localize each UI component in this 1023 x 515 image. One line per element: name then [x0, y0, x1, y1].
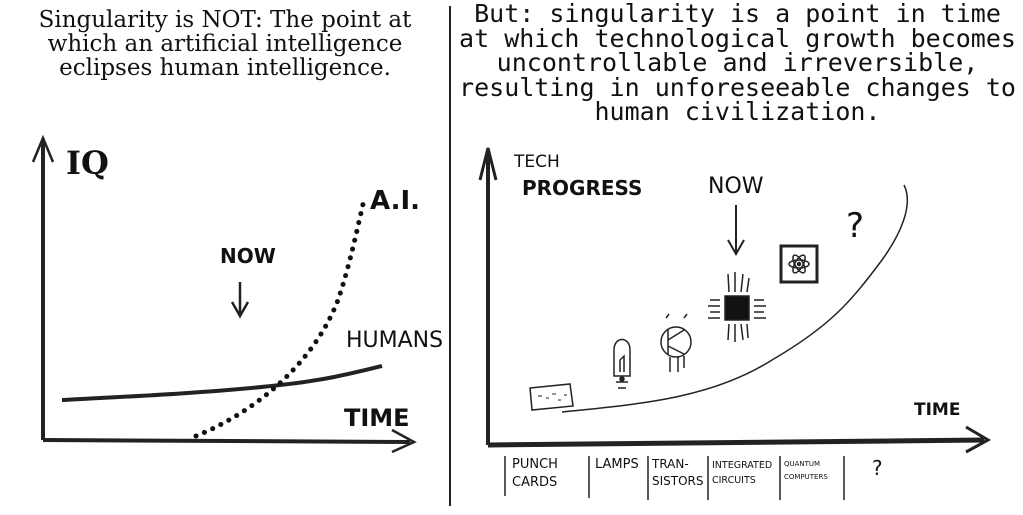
left-x-label: TIME	[344, 404, 410, 432]
lamp-icon	[613, 338, 631, 389]
humans-label: HUMANS	[346, 328, 444, 353]
humans-curve	[61, 364, 383, 402]
transistor-icon	[660, 313, 692, 372]
right-panel: But: singularity is a point in time at w…	[452, 0, 1023, 515]
right-caption: But: singularity is a point in time at w…	[459, 0, 1016, 126]
right-x-arrow	[965, 425, 992, 454]
right-now-label: NOW	[708, 174, 764, 199]
question-icon: ?	[846, 206, 865, 246]
left-x-axis	[42, 438, 411, 444]
right-chart	[478, 147, 992, 500]
left-caption: Singularity is NOT: The point at which a…	[38, 7, 412, 82]
left-now-label: NOW	[220, 244, 276, 268]
right-y-arrow	[478, 147, 498, 181]
era-label-unknown: ?	[872, 456, 883, 480]
era-label-lamps: LAMPS	[595, 457, 639, 472]
left-x-arrow	[391, 428, 417, 454]
ai-curve	[193, 197, 367, 439]
era-label-punch-cards: PUNCH CARDS	[512, 457, 558, 490]
progress-curve	[561, 184, 909, 413]
left-y-arrow	[31, 134, 55, 163]
era-label-quantum-computers: QUANTUM COMPUTERS	[784, 460, 828, 481]
left-panel: Singularity is NOT: The point at which a…	[0, 0, 450, 515]
left-now-arrow	[230, 282, 250, 319]
left-chart	[31, 134, 417, 454]
ai-label: A.I.	[370, 186, 421, 216]
left-y-label: IQ	[66, 144, 109, 182]
right-x-label: TIME	[914, 400, 961, 420]
era-label-integrated-circuits: INTEGRATED CIRCUITS	[712, 460, 773, 487]
right-now-arrow	[727, 205, 745, 257]
era-dividers	[504, 456, 845, 500]
atom-icon	[779, 244, 819, 284]
panel-divider	[449, 6, 451, 506]
chip-icon	[708, 272, 766, 342]
right-y-label-1: TECH	[514, 152, 560, 172]
right-y-label-2: PROGRESS	[522, 176, 643, 200]
right-x-axis	[487, 437, 985, 448]
era-label-transistors: TRAN- SISTORS	[652, 457, 704, 489]
punch-card-icon	[529, 383, 574, 411]
